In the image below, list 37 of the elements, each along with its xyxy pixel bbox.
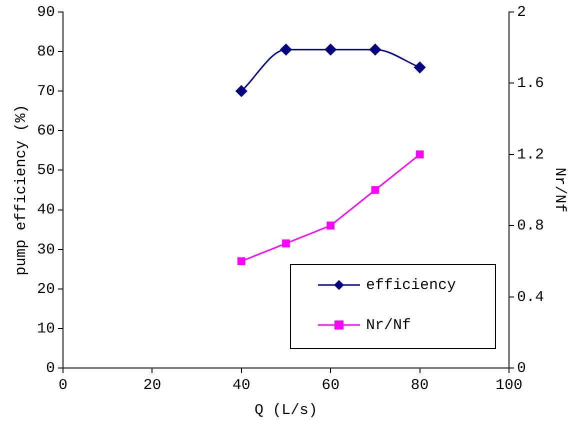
y-axis-title: pump efficiency (%)	[12, 104, 30, 276]
x-tick-label: 100	[495, 376, 523, 394]
x-tick-label: 60	[322, 376, 340, 394]
point	[414, 62, 426, 74]
x-tick-label: 0	[58, 376, 68, 394]
y-tick-label: 50	[36, 162, 56, 180]
point	[280, 44, 292, 56]
legend-label: efficiency	[366, 276, 456, 294]
point	[371, 186, 380, 194]
y-tick-label: 30	[36, 241, 56, 258]
legend-label: Nr/Nf	[366, 316, 412, 334]
x-axis-title: Q (L/s)	[254, 402, 318, 419]
point	[326, 222, 335, 230]
y-tick-label: 0	[46, 360, 56, 377]
y-tick-label: 70	[36, 83, 56, 100]
point	[324, 44, 336, 56]
y-tick-label: 20	[36, 280, 56, 298]
point	[369, 44, 381, 56]
point	[237, 257, 246, 266]
x-tick-label: 20	[143, 376, 162, 394]
y-tick-label: 90	[36, 4, 56, 21]
point	[416, 150, 424, 158]
y2-axis-title: Nr/Nf	[551, 167, 568, 213]
y2-tick-label: 1.6	[516, 75, 544, 92]
point	[282, 239, 290, 248]
y2-tick-label: 0.4	[516, 288, 544, 306]
y2-tick-label: 2	[516, 4, 526, 21]
y2-tick-label: 0.8	[516, 218, 544, 235]
y-tick-label: 80	[36, 44, 56, 61]
point	[236, 85, 248, 97]
y2-tick-label: 1.2	[516, 146, 544, 164]
y2-tick-label: 0	[516, 360, 526, 377]
y-tick-label: 60	[36, 122, 56, 140]
x-tick-label: 80	[410, 376, 429, 394]
x-tick-label: 40	[232, 376, 250, 394]
y-tick-label: 10	[36, 320, 56, 338]
y-tick-label: 40	[36, 202, 56, 219]
